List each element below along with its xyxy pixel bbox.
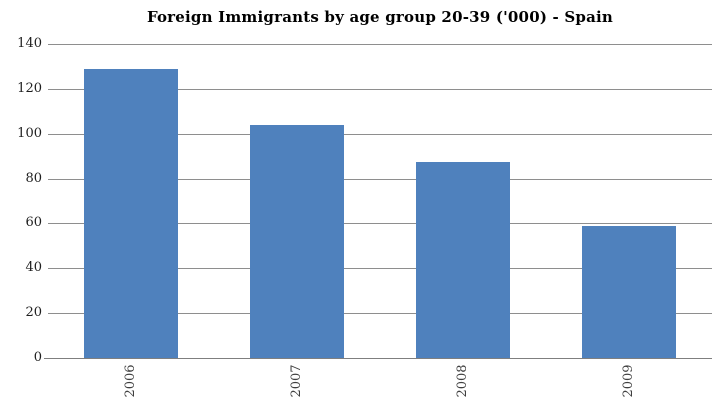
chart-title: Foreign Immigrants by age group 20-39 ('… — [146, 8, 614, 26]
bar-2007 — [250, 125, 344, 358]
y-tick-label: 140 — [17, 36, 42, 51]
y-tick-label: 80 — [25, 171, 42, 186]
x-axis-line — [44, 358, 712, 359]
x-tick-label: 2006 — [123, 364, 138, 398]
gridline — [48, 134, 712, 135]
bar-2008 — [416, 162, 510, 358]
gridline — [48, 44, 712, 45]
x-tick-label: 2008 — [455, 364, 470, 398]
gridline — [48, 268, 712, 269]
gridline — [48, 179, 712, 180]
y-tick-label: 0 — [33, 350, 42, 365]
y-tick-label: 20 — [25, 305, 42, 320]
gridline — [48, 223, 712, 224]
bar-2006 — [84, 69, 178, 358]
y-tick-label: 40 — [25, 260, 42, 275]
bar-2009 — [582, 226, 676, 358]
x-tick-label: 2009 — [621, 364, 636, 398]
y-tick-label: 100 — [17, 126, 42, 141]
gridline — [48, 89, 712, 90]
gridline — [48, 313, 712, 314]
x-tick-label: 2007 — [289, 364, 304, 398]
y-tick-label: 120 — [17, 81, 42, 96]
y-tick-label: 60 — [25, 215, 42, 230]
